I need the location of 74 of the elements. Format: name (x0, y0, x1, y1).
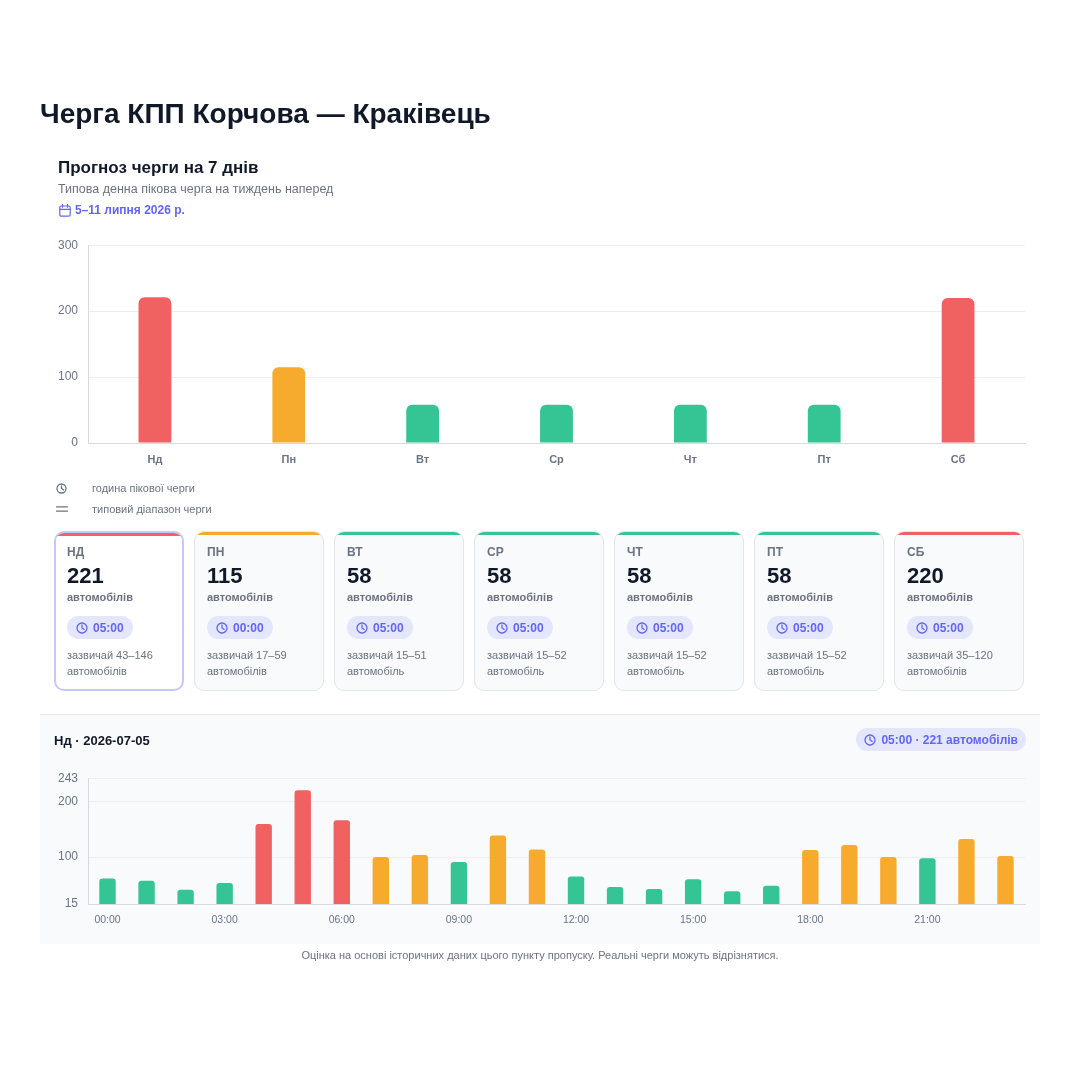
category-label: ЧТ (627, 544, 643, 560)
bar (138, 297, 172, 443)
y-tick-label: 100 (57, 849, 79, 864)
bar (406, 404, 440, 443)
x-tick-label: Вт (416, 452, 430, 465)
data-label: 58 (347, 562, 372, 590)
data-label: 58 (487, 562, 512, 590)
text: 05:00 (653, 620, 684, 635)
text: типовий діапазон черги (92, 502, 212, 516)
bar (673, 404, 707, 443)
text: 00:00 (233, 620, 264, 635)
x-tick-label: Чт (683, 452, 698, 465)
text: автомобілів (767, 590, 833, 604)
bar (941, 297, 975, 443)
data-label: 221 (67, 562, 104, 590)
x-tick-label: Пн (281, 452, 297, 465)
text: автомобілів (207, 590, 273, 604)
text: Оцінка на основі історичних даних цього пункту пропуску. Реальні черги можуть відрізнятися. (301, 948, 779, 962)
category-label: НД (67, 544, 85, 560)
data-label: 220 (907, 562, 944, 590)
x-tick-label: 00:00 (94, 913, 121, 926)
text: автомобілів (627, 590, 693, 604)
y-tick-label: 200 (57, 303, 79, 318)
text: Типова денна пікова черга на тиждень наперед (58, 181, 334, 197)
text: 05:00 (373, 620, 404, 635)
chart-title: Нд · 2026-07-05 (54, 733, 150, 749)
y-tick-label: 15 (64, 896, 79, 911)
text: 05:00 (793, 620, 824, 635)
x-tick-label: 12:00 (562, 913, 590, 926)
category-label: СБ (907, 544, 925, 560)
x-tick-label: Нд (147, 452, 163, 465)
x-tick-label: 09:00 (445, 913, 473, 926)
text: автомобілів (907, 590, 973, 604)
text: 05:00 · 221 автомобілів (881, 732, 1018, 747)
bar (807, 404, 841, 443)
y-tick-label: 200 (57, 794, 79, 809)
text: зазвичай 15–52 автомобіль (627, 648, 708, 679)
text: зазвичай 15–52 автомобіль (767, 648, 848, 679)
x-tick-label: Сб (950, 452, 966, 465)
text: автомобілів (487, 590, 553, 604)
text: зазвичай 17–59 автомобілів (207, 648, 288, 679)
text: автомобілів (347, 590, 413, 604)
data-label: 58 (767, 562, 792, 590)
x-tick-label: 03:00 (211, 913, 238, 926)
y-tick-label: 100 (57, 369, 79, 384)
data-label: 115 (207, 562, 243, 590)
text: зазвичай 15–52 автомобіль (487, 648, 568, 679)
text: 05:00 (513, 620, 544, 635)
y-tick-label: 243 (57, 770, 79, 785)
y-tick-label: 0 (71, 435, 79, 450)
data-label: 58 (627, 562, 652, 590)
text: година пікової черги (92, 481, 195, 495)
text: зазвичай 43–146 автомобілів (67, 648, 154, 679)
chart-subtitle: Прогноз черги на 7 днів (58, 156, 259, 178)
category-label: ПТ (767, 544, 783, 560)
text: 05:00 (933, 620, 964, 635)
category-label: ПН (207, 544, 225, 560)
x-tick-label: Ср (549, 452, 565, 465)
category-label: ВТ (347, 544, 363, 560)
x-tick-label: 18:00 (797, 913, 824, 926)
bar (272, 367, 306, 443)
chart-title: Черга КПП Корчова — Краківець (40, 96, 491, 131)
x-tick-label: 06:00 (328, 913, 356, 926)
x-tick-label: 15:00 (680, 913, 707, 926)
x-tick-label: 21:00 (914, 913, 941, 926)
text: автомобілів (67, 590, 133, 604)
y-tick-label: 300 (57, 237, 79, 252)
text: 05:00 (93, 620, 124, 635)
category-label: СР (487, 544, 504, 560)
bar (540, 404, 573, 443)
text: зазвичай 15–51 автомобіль (347, 648, 428, 679)
text: 5–11 липня 2026 р. (75, 202, 185, 218)
x-tick-label: Пт (817, 452, 832, 465)
text: зазвичай 35–120 автомобілів (907, 648, 994, 679)
